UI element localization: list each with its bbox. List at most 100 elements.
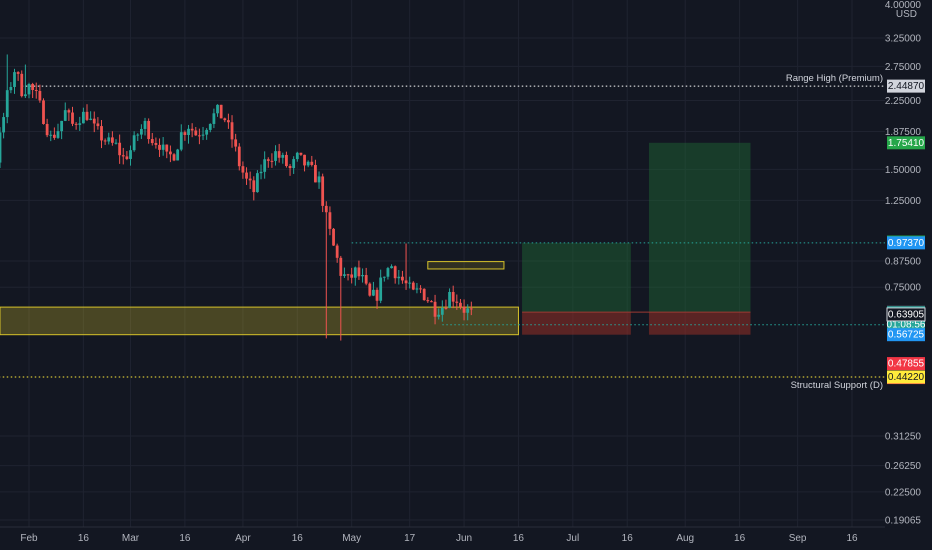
candle-body bbox=[230, 122, 234, 140]
candle-body bbox=[390, 266, 393, 269]
candle-body bbox=[459, 302, 462, 307]
x-tick-label: Jun bbox=[456, 533, 472, 544]
candle-body bbox=[321, 176, 325, 206]
candle-body bbox=[56, 131, 60, 138]
candle-body bbox=[285, 154, 288, 167]
x-tick-label: Feb bbox=[20, 533, 38, 544]
candle-body bbox=[469, 308, 473, 310]
y-axis: 4.00000USD3.250002.750002.250001.875001.… bbox=[885, 0, 922, 527]
candle-body bbox=[314, 164, 317, 183]
candle-body bbox=[16, 72, 20, 74]
x-tick-label: 16 bbox=[292, 533, 304, 544]
candle-body bbox=[52, 134, 56, 138]
candle-body bbox=[404, 280, 408, 284]
candle-body bbox=[194, 130, 198, 136]
candle-body bbox=[78, 123, 82, 125]
candle-body bbox=[38, 90, 42, 101]
candle-body bbox=[303, 154, 306, 166]
candle-body bbox=[346, 274, 350, 276]
long-position-stop[interactable] bbox=[648, 312, 751, 335]
y-tick-label: 1.25000 bbox=[885, 196, 922, 207]
candle-body bbox=[201, 134, 205, 136]
x-tick-label: 16 bbox=[78, 533, 90, 544]
candle-body bbox=[227, 120, 230, 123]
candle-body bbox=[13, 72, 16, 87]
candle-body bbox=[85, 111, 89, 120]
candle-body bbox=[361, 275, 364, 277]
candle-body bbox=[208, 123, 212, 130]
long-position-target[interactable] bbox=[648, 142, 751, 313]
candle-body bbox=[372, 289, 375, 296]
candle-body bbox=[9, 86, 13, 91]
price-tag-value: 2.44870 bbox=[888, 81, 925, 92]
candle-body bbox=[67, 110, 71, 113]
x-tick-label: Jul bbox=[566, 533, 579, 544]
x-tick-label: May bbox=[342, 533, 361, 544]
price-tag-value: 0.97370 bbox=[888, 238, 925, 249]
demand-zone[interactable] bbox=[0, 306, 519, 336]
candle-body bbox=[292, 159, 296, 169]
price-tag bbox=[886, 307, 926, 322]
x-tick-label: Aug bbox=[676, 533, 694, 544]
candle-body bbox=[281, 154, 285, 158]
x-tick-label: Sep bbox=[789, 533, 807, 544]
candle-body bbox=[107, 137, 111, 142]
candle-body bbox=[419, 288, 422, 290]
y-tick-label: 1.87500 bbox=[885, 127, 922, 138]
x-tick-label: 16 bbox=[622, 533, 634, 544]
candle-body bbox=[2, 117, 6, 133]
candle-body bbox=[205, 129, 209, 135]
candle-body bbox=[81, 111, 85, 124]
candle-body bbox=[274, 151, 277, 161]
candle-body bbox=[324, 205, 328, 213]
candle-body bbox=[462, 306, 466, 313]
candle-body bbox=[89, 118, 93, 120]
x-tick-label: 16 bbox=[734, 533, 746, 544]
candle-body bbox=[31, 84, 35, 90]
candle-body bbox=[306, 161, 310, 166]
price-tag bbox=[887, 328, 925, 342]
candle-body bbox=[343, 274, 346, 276]
candle-body bbox=[0, 132, 2, 163]
candle-body bbox=[448, 291, 451, 308]
x-tick-label: Mar bbox=[122, 533, 140, 544]
zones bbox=[0, 261, 519, 336]
y-tick-label: 0.75000 bbox=[885, 283, 922, 294]
candle-body bbox=[299, 152, 303, 155]
candle-body bbox=[158, 144, 161, 150]
candle-body bbox=[110, 137, 114, 143]
candle-body bbox=[256, 173, 259, 193]
price-tag bbox=[887, 236, 925, 250]
long-position-stop[interactable] bbox=[522, 312, 631, 335]
candle-body bbox=[310, 161, 314, 165]
x-tick-label: Apr bbox=[235, 533, 251, 544]
candle-body bbox=[63, 110, 67, 121]
candle-body bbox=[270, 160, 274, 162]
candle-body bbox=[393, 266, 397, 279]
candle-body bbox=[129, 150, 132, 159]
supply-zone[interactable] bbox=[427, 261, 505, 270]
candle-body bbox=[154, 143, 158, 145]
candle-body bbox=[328, 212, 332, 229]
candle-body bbox=[42, 100, 45, 124]
candle-body bbox=[339, 257, 343, 276]
candle-body bbox=[147, 120, 151, 140]
x-tick-label: 16 bbox=[846, 533, 858, 544]
candle-body bbox=[27, 84, 31, 95]
candle-body bbox=[20, 73, 24, 97]
candle-body bbox=[350, 274, 354, 278]
candle-body bbox=[440, 307, 444, 315]
line-label: Structural Support (D) bbox=[791, 380, 883, 391]
candle-body bbox=[212, 113, 216, 124]
candle-body bbox=[234, 139, 238, 147]
x-axis: Feb 16 Mar 16 Apr 16 May 17 Jun 16 Jul 16 Aug 16 Sep 16 bbox=[0, 526, 885, 544]
candle-body bbox=[139, 128, 143, 135]
candle-body bbox=[379, 277, 383, 301]
candle-body bbox=[223, 118, 227, 121]
candle-body bbox=[165, 144, 169, 152]
long-position-target[interactable] bbox=[522, 242, 631, 313]
y-tick-label: 1.50000 bbox=[885, 165, 922, 176]
y-axis-top-label: 4.00000 bbox=[885, 0, 922, 11]
